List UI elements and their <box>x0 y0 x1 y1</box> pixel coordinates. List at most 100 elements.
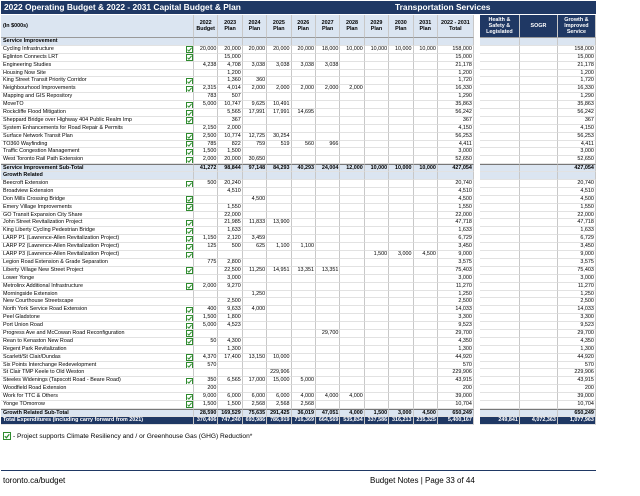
value-cell: 4,150 <box>557 124 596 133</box>
spacer <box>473 101 480 110</box>
value-cell: 18,000 <box>315 45 341 54</box>
value-cell <box>364 172 390 181</box>
check-icon <box>186 109 193 116</box>
value-cell: 13,150 <box>242 353 268 362</box>
value-cell <box>340 69 365 78</box>
value-cell: 3,575 <box>557 258 596 267</box>
check-cell <box>186 322 194 330</box>
row-name: Morningside Extension <box>1 291 186 299</box>
value-cell: 560 <box>291 140 316 149</box>
value-cell: 1,720 <box>437 77 474 86</box>
value-cell: 966 <box>315 140 341 149</box>
spacer <box>473 353 480 362</box>
project-row: Rean to Kenaston New Road 50 4,300 4,350 4,3… <box>1 337 596 346</box>
value-cell <box>340 329 365 338</box>
value-cell: 36,019 <box>291 408 316 417</box>
value-cell <box>315 101 341 110</box>
value-cell <box>291 77 316 86</box>
value-cell <box>340 227 365 236</box>
value-cell <box>413 345 438 354</box>
check-cell <box>186 243 194 252</box>
value-cell <box>479 353 520 362</box>
value-cell <box>364 266 390 275</box>
value-cell <box>315 93 341 102</box>
value-cell <box>340 195 365 204</box>
value-cell <box>364 77 390 86</box>
value-cell <box>479 266 520 275</box>
value-cell: 3,450 <box>557 243 596 252</box>
value-cell <box>291 274 316 283</box>
value-cell <box>291 203 316 212</box>
check-cell <box>186 140 194 149</box>
row-name: Emery Village Improvements <box>1 204 186 212</box>
check-cell <box>186 408 194 417</box>
row-name: Work for TTC & Others <box>1 393 186 401</box>
value-cell <box>267 156 292 165</box>
value-cell <box>291 369 316 378</box>
value-cell: 14,951 <box>267 266 292 275</box>
value-cell <box>340 322 365 330</box>
check-cell <box>186 187 194 196</box>
check-cell <box>186 393 194 401</box>
value-cell: 20,000 <box>194 45 219 54</box>
spacer <box>473 400 480 409</box>
value-cell: 200 <box>437 385 474 394</box>
spacer <box>473 69 480 78</box>
value-cell <box>364 93 390 102</box>
value-cell <box>242 187 268 196</box>
spacer <box>473 211 480 220</box>
value-cell <box>267 251 292 259</box>
value-cell <box>413 274 438 283</box>
row-name: North York Service Road Extension <box>1 306 186 315</box>
value-cell <box>479 116 520 125</box>
check-icon <box>186 235 193 243</box>
check-cell <box>186 314 194 323</box>
value-cell: 17,991 <box>267 109 292 117</box>
value-cell <box>413 243 438 252</box>
value-cell <box>389 195 414 204</box>
value-cell <box>340 377 365 386</box>
project-row: Engineering Studies 4,238 4,708 3,038 3,038 3… <box>1 61 596 70</box>
value-cell <box>364 345 390 354</box>
value-cell: 1,150 <box>194 235 219 244</box>
section-title: Growth Related <box>1 172 186 181</box>
value-cell <box>315 361 341 370</box>
value-cell <box>519 148 558 157</box>
spacer <box>473 140 480 149</box>
value-cell <box>364 235 390 244</box>
value-cell <box>364 377 390 386</box>
value-cell: 1,200 <box>218 69 243 78</box>
spacer <box>473 132 480 141</box>
value-cell <box>413 329 438 338</box>
spacer <box>473 235 480 244</box>
value-cell <box>479 140 520 149</box>
value-cell <box>315 156 341 165</box>
value-cell: 10,000 <box>389 45 414 54</box>
value-cell: 1,550 <box>557 203 596 212</box>
value-cell <box>315 180 341 188</box>
row-name: Don Mills Crossing Bridge <box>1 196 186 204</box>
value-cell: 10,000 <box>364 164 390 173</box>
value-cell <box>315 124 341 133</box>
value-cell <box>340 61 365 70</box>
value-cell <box>519 266 558 275</box>
value-cell: 2,800 <box>218 258 243 267</box>
value-cell <box>194 211 219 220</box>
value-cell <box>389 101 414 110</box>
value-cell <box>519 322 558 330</box>
spacer <box>473 180 480 188</box>
value-cell <box>340 211 365 220</box>
value-cell <box>340 266 365 275</box>
value-cell <box>389 258 414 267</box>
value-cell <box>389 77 414 86</box>
check-cell <box>186 53 194 62</box>
row-name: GO Transit Expansion City Share <box>1 212 186 220</box>
column-header: 2022 - 2031 Total <box>437 15 474 38</box>
value-cell <box>340 400 365 409</box>
value-cell <box>194 290 219 299</box>
value-cell: 14,033 <box>557 306 596 315</box>
value-cell <box>413 53 438 62</box>
value-cell <box>340 274 365 283</box>
value-cell <box>291 101 316 110</box>
